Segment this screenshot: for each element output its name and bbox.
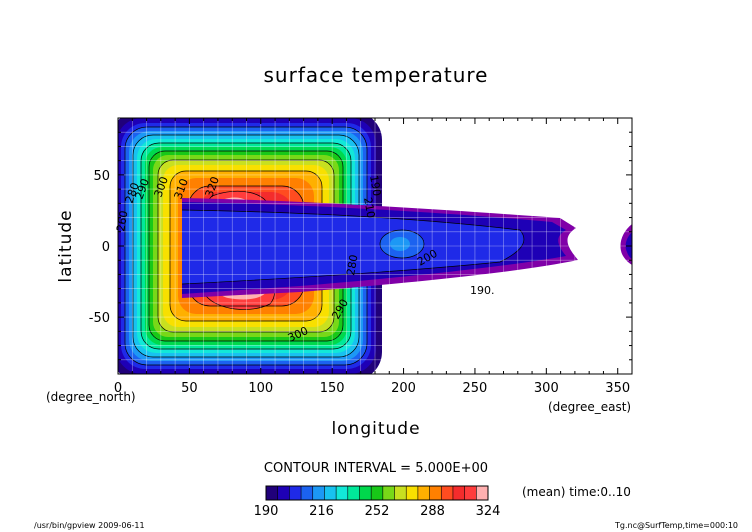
y-tick-label: 50 [93, 169, 110, 184]
y-axis-label: latitude [56, 209, 76, 282]
colorbar-swatch [371, 486, 384, 500]
footer-left: /usr/bin/gpview 2009-06-11 [34, 521, 145, 530]
colorbar-swatch [312, 486, 325, 500]
colorbar-tick-label: 288 [420, 504, 445, 519]
contour-label-260: 260 [114, 210, 130, 233]
y-tick-label: 0 [102, 240, 110, 255]
colorbar-swatch [394, 486, 407, 500]
colorbar-swatch [266, 486, 279, 500]
colorbar-swatch [382, 486, 395, 500]
x-axis-label: longitude [331, 419, 420, 439]
y-tick-labels: -50 0 50 [89, 169, 110, 326]
contour-label-190: 190 [367, 174, 383, 197]
y-tick-label: -50 [89, 311, 110, 326]
colorbar-swatch [336, 486, 349, 500]
colorbar-swatch [429, 486, 442, 500]
colorbar-swatch [417, 486, 430, 500]
grid-lines [118, 118, 632, 374]
contour-interval-text: CONTOUR INTERVAL = 5.000E+00 [264, 461, 488, 476]
y-unit-label: (degree_north) [46, 390, 136, 404]
night-tail [182, 198, 578, 298]
mean-time-text: (mean) time:0..10 [522, 485, 631, 499]
colorbar [265, 485, 489, 501]
chart-title: surface temperature [264, 63, 489, 87]
edge-spot [620, 224, 632, 265]
x-tick-label: 200 [391, 381, 416, 396]
colorbar-swatch [301, 486, 314, 500]
x-tick-label: 150 [320, 381, 345, 396]
colorbar-frame [265, 485, 489, 501]
colorbar-tick-label: 252 [365, 504, 390, 519]
colorbar-swatch [277, 486, 290, 500]
colorbar-swatch [324, 486, 337, 500]
colorbar-swatch [406, 486, 419, 500]
plot-area: 320 310 300 290 280 260 190 210 280 290 … [46, 117, 633, 439]
x-tick-label: 0 [114, 381, 122, 396]
colorbar-swatch [289, 486, 302, 500]
x-tick-label: 50 [181, 381, 198, 396]
colorbar-swatch [347, 486, 360, 500]
colorbar-swatch [476, 486, 489, 500]
x-tick-label: 100 [248, 381, 273, 396]
colorbar-tick-label: 216 [309, 504, 334, 519]
x-tick-label: 350 [605, 381, 630, 396]
x-tick-label: 250 [463, 381, 488, 396]
x-tick-label: 300 [534, 381, 559, 396]
contour-label-190-tail: 190. [470, 284, 495, 297]
footer-right: Tg.nc@SurfTemp,time=000:10 [614, 521, 738, 530]
colorbar-swatch [452, 486, 466, 500]
colorbar-swatch [464, 486, 477, 500]
colorbar-swatch [441, 486, 454, 500]
contour-label-280b: 280 [344, 254, 360, 277]
colorbar-tick-label: 190 [254, 504, 279, 519]
x-unit-label: (degree_east) [548, 400, 631, 414]
x-tick-labels: 0 50 100 150 200 250 300 350 [114, 381, 630, 396]
colorbar-tick-label: 324 [476, 504, 501, 519]
colorbar-swatch [359, 486, 372, 500]
axis-ticks [117, 117, 633, 375]
colorbar-tick-labels: 190 216 252 288 324 [254, 504, 501, 519]
contour-label-210: 210 [361, 196, 377, 219]
